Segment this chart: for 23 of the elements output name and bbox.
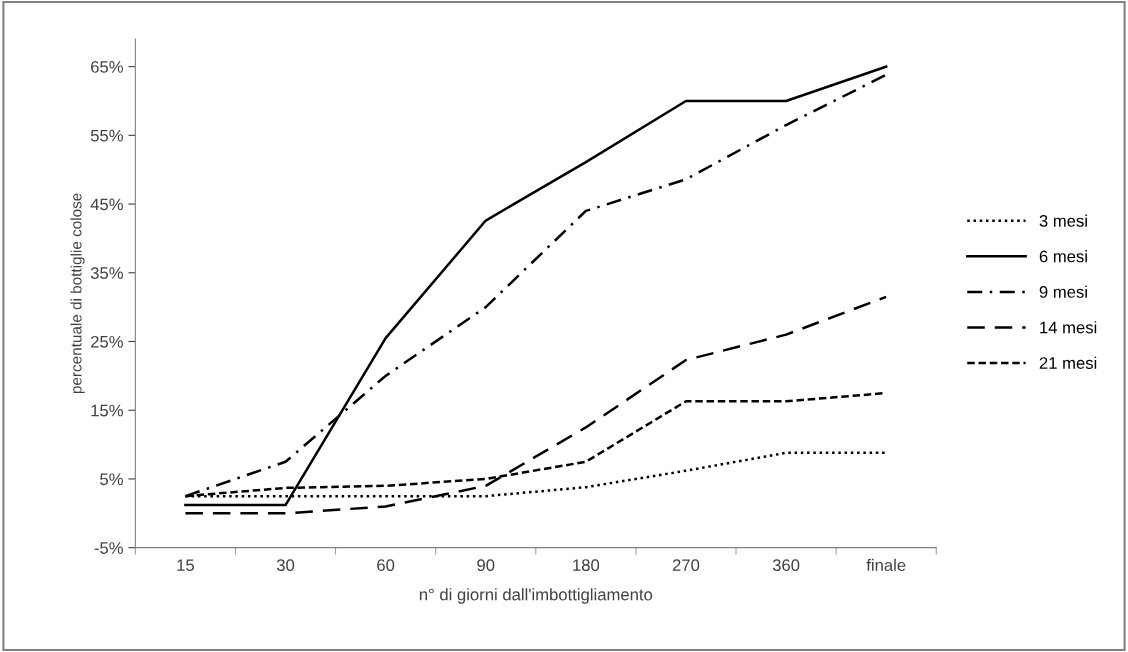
legend-label: 9 mesi (1039, 285, 1087, 298)
y-tick-label: 65% (91, 61, 123, 73)
legend-label: 3 mesi (1039, 214, 1087, 227)
y-tick-label: 35% (90, 267, 123, 279)
x-tick-label: 30 (276, 559, 295, 572)
legend-label: 14 mesi (1040, 321, 1097, 334)
y-tick-label: 15% (91, 404, 123, 417)
x-tick-label: 180 (573, 559, 600, 572)
x-tick-label: 270 (672, 559, 700, 572)
y-tick-label: 25% (91, 335, 123, 348)
x-tick-label: 15 (177, 559, 194, 572)
legend-label: 6 mesi (1039, 250, 1087, 263)
x-tick-label: 90 (477, 559, 495, 572)
y-tick-label: 5% (100, 473, 123, 486)
y-tick-label: -5% (94, 542, 123, 554)
legend-label: 21 mesi (1039, 356, 1097, 369)
x-axis-title: n° di giorni dall'imbottigliamento (419, 588, 653, 604)
y-axis-title: percentuale di bottiglie colose (70, 193, 85, 394)
x-tick-label: 360 (772, 559, 800, 572)
x-tick-label: 60 (377, 559, 395, 572)
y-tick-label: 55% (90, 129, 123, 142)
x-tick-label: finale (866, 558, 906, 572)
y-tick-label: 45% (90, 198, 123, 211)
